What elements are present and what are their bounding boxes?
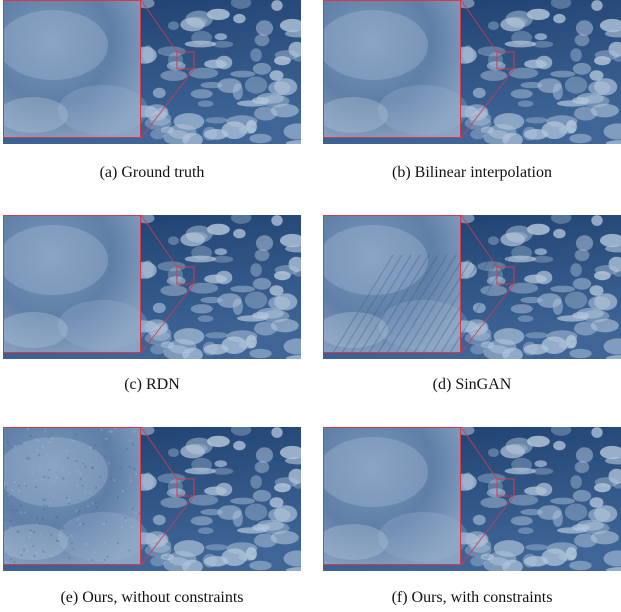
zoom-inset [3, 215, 148, 353]
sky-image [323, 0, 621, 144]
sky-image [3, 0, 301, 144]
panel-caption: (c) RDN [124, 376, 180, 393]
sky-image [3, 427, 301, 571]
sky-image [323, 215, 621, 359]
cloud-texture [449, 215, 621, 359]
zoom-source-box [140, 0, 195, 139]
sky-image [323, 427, 621, 571]
zoom-inset [323, 0, 468, 138]
zoom-inset [3, 427, 148, 565]
sky-image-panel [3, 427, 301, 571]
cloud-texture [129, 0, 301, 144]
sky-image-panel [323, 0, 621, 144]
zoom-source-box [140, 427, 195, 566]
sky-image-panel [3, 0, 301, 144]
panel-caption: (a) Ground truth [99, 164, 205, 181]
zoom-inset [3, 0, 148, 138]
zoom-source-box [460, 427, 515, 566]
panel-caption: (f) Ours, with constraints [391, 589, 553, 606]
panel-caption: (b) Bilinear interpolation [392, 164, 552, 181]
zoom-source-box [460, 0, 515, 139]
panel-caption: (d) SinGAN [432, 376, 512, 393]
cloud-texture [129, 215, 301, 359]
cloud-texture [129, 427, 301, 571]
sky-image-panel [3, 215, 301, 359]
zoom-inset [323, 215, 511, 354]
sky-image-panel [323, 215, 621, 359]
zoom-source-box [460, 215, 515, 354]
panel-caption: (e) Ours, without constraints [60, 589, 244, 606]
zoom-source-box [140, 215, 195, 354]
sky-image-panel [323, 427, 621, 571]
zoom-inset [323, 427, 468, 565]
sky-image [3, 215, 301, 359]
